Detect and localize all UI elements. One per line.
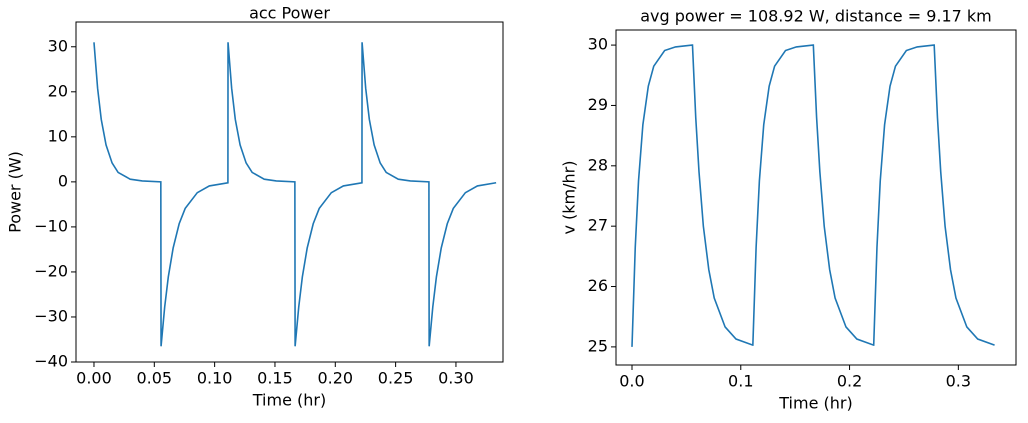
y-tick-label: −40 [34, 352, 68, 371]
y-tick-label: −30 [34, 306, 68, 325]
x-tick-label: 0.15 [257, 369, 293, 388]
x-tick-label: 0.20 [317, 369, 353, 388]
y-tick-label: 30 [588, 35, 608, 54]
axes-frame [615, 29, 1017, 366]
y-tick-label: 20 [48, 81, 68, 100]
y-tick-label: 0 [58, 171, 68, 190]
x-axis-label: Time (hr) [252, 391, 326, 410]
x-tick-label: 0.25 [378, 369, 414, 388]
x-axis-label: Time (hr) [778, 394, 852, 413]
y-axis-label: v (km/hr) [560, 161, 579, 235]
x-tick-label: 0.3 [946, 372, 971, 391]
y-tick-label: 28 [588, 155, 608, 174]
y-tick-label: 26 [588, 276, 608, 295]
x-tick-label: 0.30 [438, 369, 474, 388]
y-tick-label: 29 [588, 95, 608, 114]
y-tick-label: 10 [48, 126, 68, 145]
y-tick-label: −20 [34, 261, 68, 280]
chart-title: avg power = 108.92 W, distance = 9.17 km [640, 7, 992, 26]
x-tick-label: 0.0 [619, 372, 644, 391]
y-tick-label: 30 [48, 36, 68, 55]
x-tick-label: 0.10 [197, 369, 233, 388]
x-tick-label: 0.1 [728, 372, 753, 391]
axes-frame [75, 21, 504, 363]
x-tick-label: 0.00 [76, 369, 112, 388]
y-axis-label: Power (W) [6, 151, 25, 233]
y-tick-label: 25 [588, 336, 608, 355]
chart-title: acc Power [249, 4, 330, 23]
y-tick-label: 27 [588, 216, 608, 235]
data-line [93, 42, 497, 347]
x-tick-label: 0.05 [136, 369, 172, 388]
data-line [631, 44, 995, 347]
y-tick-label: −10 [34, 216, 68, 235]
x-tick-label: 0.2 [837, 372, 862, 391]
